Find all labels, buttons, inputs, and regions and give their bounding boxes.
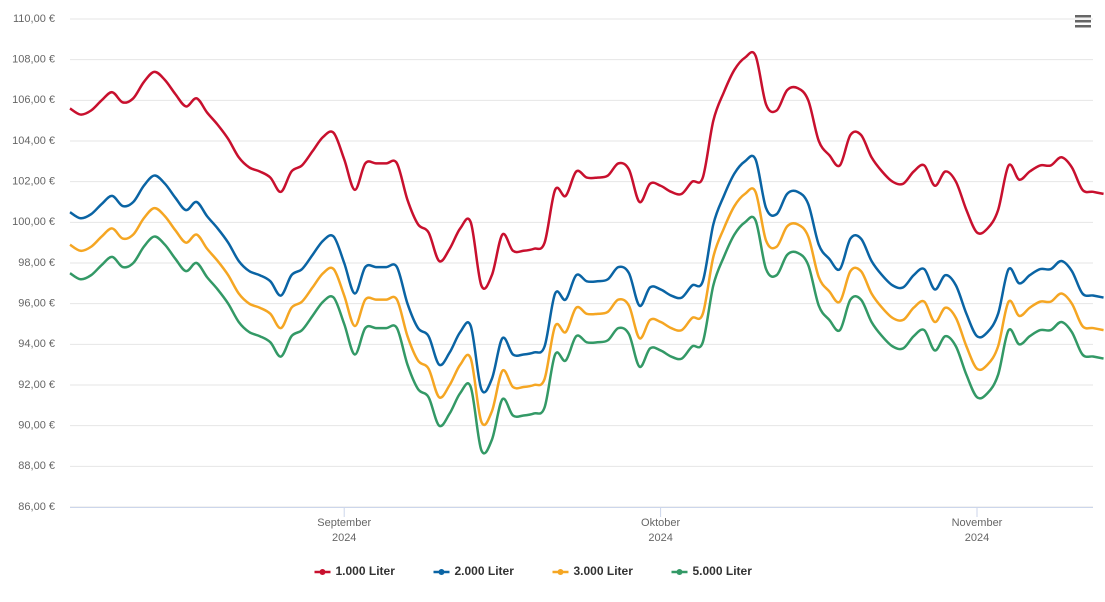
line-series xyxy=(69,187,1104,427)
x-tick-label: November 2024 xyxy=(952,517,1003,544)
y-tick-label: 104,00 € xyxy=(12,135,55,147)
line-series xyxy=(69,154,1104,394)
x-tick-label: Oktober 2024 xyxy=(641,517,680,544)
x-tick-label-line: Oktober xyxy=(641,517,680,529)
y-tick-label: 96,00 € xyxy=(18,298,55,310)
legend-label: 3.000 Liter xyxy=(574,564,634,578)
y-tick-label: 106,00 € xyxy=(12,94,55,106)
legend-item[interactable]: 3.000 Liter xyxy=(552,564,634,578)
line-series xyxy=(69,50,1104,290)
line-series xyxy=(69,215,1104,455)
y-tick-label: 100,00 € xyxy=(12,216,55,228)
y-tick-label: 90,00 € xyxy=(18,420,55,432)
x-tick-label-line: 2024 xyxy=(332,532,356,544)
y-tick-label: 110,00 € xyxy=(13,13,55,25)
y-tick-label: 94,00 € xyxy=(18,338,55,350)
x-tick-label-line: 2024 xyxy=(648,532,672,544)
legend-item[interactable]: 5.000 Liter xyxy=(671,564,753,578)
legend-marker xyxy=(319,569,326,575)
menu-icon[interactable] xyxy=(1075,15,1091,28)
y-tick-label: 86,00 € xyxy=(18,501,55,513)
x-tick-label-line: November xyxy=(952,517,1003,529)
y-tick-label: 92,00 € xyxy=(18,379,55,391)
legend-item[interactable]: 2.000 Liter xyxy=(433,564,515,578)
y-tick-label: 108,00 € xyxy=(12,54,55,66)
y-tick-label: 98,00 € xyxy=(18,257,55,269)
y-tick-label: 88,00 € xyxy=(18,460,55,472)
legend-label: 2.000 Liter xyxy=(455,564,515,578)
legend-label: 5.000 Liter xyxy=(693,564,753,578)
menu-bar xyxy=(1075,15,1091,18)
legend-marker xyxy=(557,569,564,575)
legend-marker xyxy=(438,569,445,575)
y-tick-label: 102,00 € xyxy=(12,176,55,188)
legend-label: 1.000 Liter xyxy=(336,564,396,578)
menu-bar xyxy=(1075,20,1091,23)
menu-bar xyxy=(1075,25,1091,28)
legend-marker xyxy=(676,569,683,575)
x-tick-label-line: 2024 xyxy=(965,532,989,544)
x-tick-label: September 2024 xyxy=(317,517,371,544)
legend-item[interactable]: 1.000 Liter xyxy=(314,564,396,578)
x-tick-label-line: September xyxy=(317,517,371,529)
